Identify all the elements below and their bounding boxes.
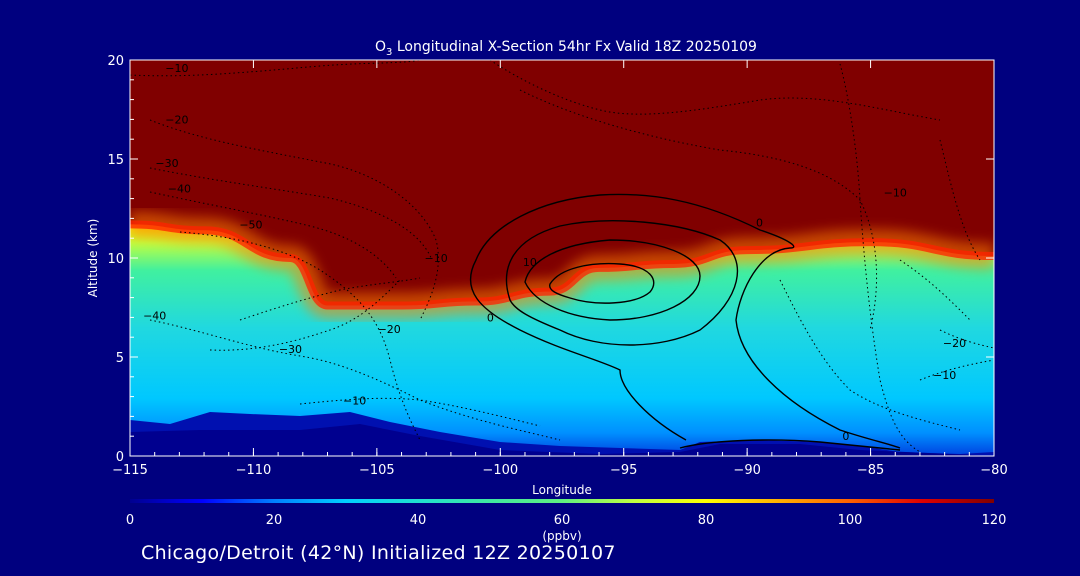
colorbar-ticks: 0 20 40 60 80 100 120 — [126, 513, 1007, 528]
contour-dotted-13 — [779, 279, 961, 431]
contour-dotted-14 — [939, 329, 994, 349]
colorbar-tick-label: 100 — [838, 513, 863, 528]
contour-dotted-8 — [239, 277, 421, 321]
contour-label: 0 — [842, 430, 849, 443]
contour-label: −50 — [239, 218, 262, 231]
x-axis: −115 −110 −105 −100 −95 −90 −85 −80 — [112, 60, 1008, 478]
plot-area: −10 −20 −30 −40 −50 −40 −30 −20 −10 −10 0 10 0 −10 −20… — [130, 60, 994, 456]
colorbar-tick-label: 40 — [410, 513, 427, 528]
colorbar-tick-label: 80 — [698, 513, 715, 528]
x-tick-label: −115 — [112, 463, 148, 478]
contour-label: −10 — [165, 62, 188, 75]
dotted-contours — [130, 60, 994, 453]
contour-labels: −10 −20 −30 −40 −50 −40 −30 −20 −10 −10 0 10 0 −10 −20… — [143, 62, 966, 443]
y-tick-label: 0 — [116, 450, 124, 465]
x-axis-label: Longitude — [532, 483, 592, 497]
contour-dotted-1 — [130, 60, 421, 77]
y-tick-label: 5 — [116, 351, 124, 366]
contour-solid-10 — [505, 220, 739, 346]
contour-label: −10 — [884, 187, 907, 200]
contour-dotted-12 — [839, 63, 921, 453]
y-tick-label: 10 — [107, 252, 124, 267]
contour-label: −40 — [143, 309, 166, 322]
contour-label: −40 — [168, 183, 191, 196]
troposphere-fill — [130, 224, 994, 456]
contour-solid-20 — [524, 239, 701, 321]
colorbar-tick-label: 60 — [554, 513, 571, 528]
y-tick-label: 15 — [107, 153, 124, 168]
contour-label: −20 — [943, 337, 966, 350]
colorbar-tick-label: 20 — [266, 513, 283, 528]
contour-dotted-17 — [939, 139, 981, 261]
contour-label: 10 — [523, 256, 537, 269]
x-tick-label: −105 — [359, 463, 395, 478]
contour-label: 0 — [756, 216, 763, 229]
x-tick-label: −85 — [857, 463, 884, 478]
contour-dotted-6 — [149, 319, 561, 441]
contour-dotted-10 — [489, 60, 941, 121]
contour-solid-surface — [679, 439, 901, 451]
x-tick-label: −90 — [733, 463, 760, 478]
chart-title: O3 Longitudinal X-Section 54hr Fx Valid … — [375, 39, 757, 58]
contour-solid-30 — [549, 262, 655, 304]
surface-lowest-ozone — [130, 424, 994, 456]
footer-caption: Chicago/Detroit (42°N) Initialized 12Z 2… — [141, 542, 616, 564]
contour-label: −10 — [424, 252, 447, 265]
contour-label: −20 — [378, 323, 401, 336]
colorbar — [130, 499, 994, 503]
contour-dotted-15 — [919, 359, 994, 381]
x-tick-label: −100 — [482, 463, 518, 478]
contour-label: −10 — [343, 395, 366, 408]
colorbar-tick-label: 120 — [982, 513, 1007, 528]
colorbar-unit-label: (ppbv) — [542, 529, 581, 543]
contour-dotted-4 — [149, 191, 397, 279]
y-axis-label: Altitude (km) — [86, 219, 100, 298]
contour-dotted-11 — [519, 89, 878, 331]
tropopause-core — [130, 220, 994, 310]
contour-label: −30 — [155, 157, 178, 170]
x-tick-label: −80 — [980, 463, 1007, 478]
x-tick-label: −95 — [610, 463, 637, 478]
contour-dotted-9 — [299, 397, 541, 427]
contour-dotted-7 — [209, 279, 401, 351]
contour-label: −30 — [279, 343, 302, 356]
contour-label: −10 — [933, 369, 956, 382]
colorbar-tick-label: 0 — [126, 513, 134, 528]
y-tick-label: 20 — [107, 54, 124, 69]
x-tick-label: −110 — [236, 463, 272, 478]
contour-label: 0 — [487, 311, 494, 324]
solid-contours — [469, 193, 901, 451]
contour-solid-0 — [469, 193, 901, 449]
y-axis: 0 5 10 15 20 — [107, 54, 994, 465]
contour-label: −20 — [165, 113, 188, 126]
